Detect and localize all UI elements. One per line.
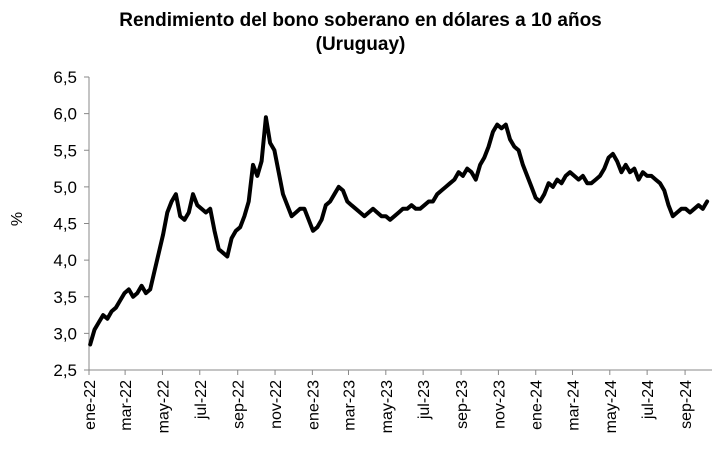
x-tick-label: sep-22 bbox=[231, 380, 248, 429]
y-tick-label: 6,0 bbox=[53, 105, 77, 124]
y-tick-label: 3,0 bbox=[53, 324, 77, 343]
y-tick-label: 5,0 bbox=[53, 178, 77, 197]
x-tick-label: nov-23 bbox=[491, 380, 508, 429]
x-tick-label: mar-23 bbox=[341, 380, 358, 431]
x-tick-label: ene-23 bbox=[305, 380, 322, 430]
y-tick-label: 3,5 bbox=[53, 288, 77, 307]
chart-title: Rendimiento del bono soberano en dólares… bbox=[119, 10, 602, 31]
y-tick-label: 2,5 bbox=[53, 361, 77, 380]
x-tick-label: sep-23 bbox=[454, 380, 471, 429]
x-tick-label: jul-23 bbox=[416, 380, 433, 420]
x-tick-label: may-24 bbox=[603, 380, 620, 433]
y-tick-label: 4,5 bbox=[53, 215, 77, 234]
series-line bbox=[88, 115, 710, 347]
x-tick-label: may-22 bbox=[155, 380, 172, 433]
x-axis: ene-22 mar-22 may-22 jul-22 sep-22 nov-22 ene-… bbox=[82, 369, 712, 433]
x-tick-label: nov-22 bbox=[268, 380, 285, 429]
series-layer bbox=[88, 115, 710, 347]
x-tick-label: jul-22 bbox=[193, 380, 210, 420]
chart-subtitle: (Uruguay) bbox=[315, 34, 406, 55]
x-tick-label: sep-24 bbox=[678, 380, 695, 429]
y-axis-label: % bbox=[9, 212, 26, 226]
y-tick-label: 4,0 bbox=[53, 251, 77, 270]
y-axis: 2,5 3,0 3,5 4,0 4,5 5,0 5,5 6,0 6,5 bbox=[53, 68, 90, 380]
x-tick-label: mar-24 bbox=[565, 380, 582, 431]
y-tick-label: 5,5 bbox=[53, 141, 77, 160]
x-tick-label: ene-22 bbox=[82, 380, 99, 430]
x-tick-label: jul-24 bbox=[640, 380, 657, 420]
y-tick-label: 6,5 bbox=[53, 68, 77, 87]
x-tick-label: ene-24 bbox=[529, 380, 546, 430]
x-tick-label: mar-22 bbox=[118, 380, 135, 431]
x-tick-label: may-23 bbox=[379, 380, 396, 433]
